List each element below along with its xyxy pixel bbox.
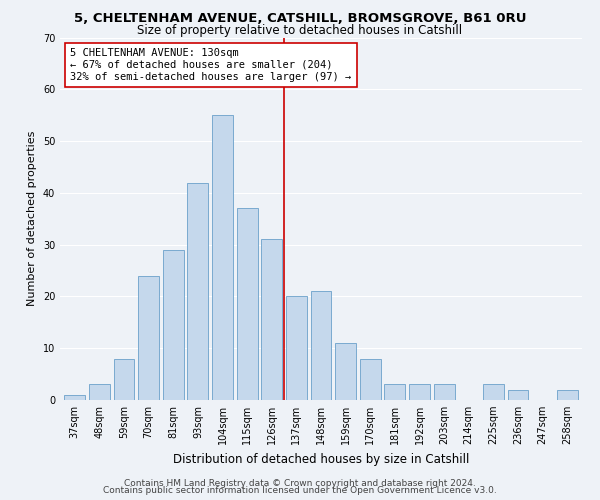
Bar: [187, 182, 208, 400]
Bar: [286, 296, 307, 400]
Bar: [113, 358, 134, 400]
Bar: [385, 384, 406, 400]
Bar: [360, 358, 381, 400]
Text: 5, CHELTENHAM AVENUE, CATSHILL, BROMSGROVE, B61 0RU: 5, CHELTENHAM AVENUE, CATSHILL, BROMSGRO…: [74, 12, 526, 26]
Bar: [335, 343, 356, 400]
Bar: [261, 240, 282, 400]
Bar: [236, 208, 257, 400]
Bar: [508, 390, 529, 400]
X-axis label: Distribution of detached houses by size in Catshill: Distribution of detached houses by size …: [173, 452, 469, 466]
Bar: [64, 395, 85, 400]
Bar: [409, 384, 430, 400]
Y-axis label: Number of detached properties: Number of detached properties: [27, 131, 37, 306]
Text: Contains public sector information licensed under the Open Government Licence v3: Contains public sector information licen…: [103, 486, 497, 495]
Bar: [557, 390, 578, 400]
Text: Size of property relative to detached houses in Catshill: Size of property relative to detached ho…: [137, 24, 463, 37]
Text: Contains HM Land Registry data © Crown copyright and database right 2024.: Contains HM Land Registry data © Crown c…: [124, 478, 476, 488]
Text: 5 CHELTENHAM AVENUE: 130sqm
← 67% of detached houses are smaller (204)
32% of se: 5 CHELTENHAM AVENUE: 130sqm ← 67% of det…: [70, 48, 352, 82]
Bar: [434, 384, 455, 400]
Bar: [138, 276, 159, 400]
Bar: [311, 291, 331, 400]
Bar: [483, 384, 504, 400]
Bar: [212, 115, 233, 400]
Bar: [163, 250, 184, 400]
Bar: [89, 384, 110, 400]
